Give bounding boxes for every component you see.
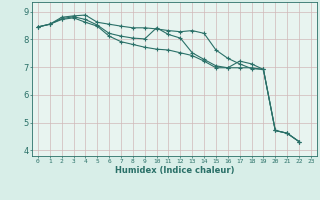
X-axis label: Humidex (Indice chaleur): Humidex (Indice chaleur) xyxy=(115,166,234,175)
